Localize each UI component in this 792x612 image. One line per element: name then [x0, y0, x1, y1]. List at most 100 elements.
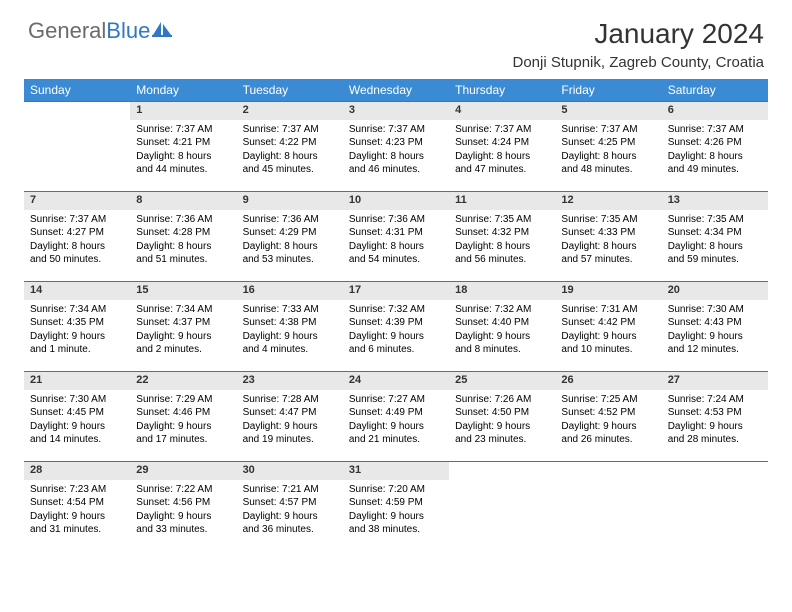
- day-cell: Sunrise: 7:35 AMSunset: 4:33 PMDaylight:…: [555, 210, 661, 282]
- sunset-text: Sunset: 4:33 PM: [561, 226, 655, 240]
- day-cell: Sunrise: 7:20 AMSunset: 4:59 PMDaylight:…: [343, 480, 449, 552]
- sunrise-text: Sunrise: 7:30 AM: [30, 393, 124, 407]
- daylight-text-2: and 44 minutes.: [136, 163, 230, 177]
- day-content-row: Sunrise: 7:23 AMSunset: 4:54 PMDaylight:…: [24, 480, 768, 552]
- day-cell: Sunrise: 7:24 AMSunset: 4:53 PMDaylight:…: [662, 390, 768, 462]
- sunset-text: Sunset: 4:52 PM: [561, 406, 655, 420]
- sunset-text: Sunset: 4:25 PM: [561, 136, 655, 150]
- day-number: 15: [130, 282, 236, 300]
- day-cell: Sunrise: 7:34 AMSunset: 4:37 PMDaylight:…: [130, 300, 236, 372]
- day-cell: Sunrise: 7:31 AMSunset: 4:42 PMDaylight:…: [555, 300, 661, 372]
- sunset-text: Sunset: 4:46 PM: [136, 406, 230, 420]
- sunset-text: Sunset: 4:49 PM: [349, 406, 443, 420]
- daylight-text-1: Daylight: 8 hours: [349, 150, 443, 164]
- daylight-text-1: Daylight: 8 hours: [668, 240, 762, 254]
- sunrise-text: Sunrise: 7:21 AM: [243, 483, 337, 497]
- weekday-header: Wednesday: [343, 79, 449, 102]
- daylight-text-2: and 59 minutes.: [668, 253, 762, 267]
- daylight-text-1: Daylight: 8 hours: [349, 240, 443, 254]
- daylight-text-2: and 10 minutes.: [561, 343, 655, 357]
- sunset-text: Sunset: 4:26 PM: [668, 136, 762, 150]
- sunset-text: Sunset: 4:54 PM: [30, 496, 124, 510]
- logo-text-gray: General: [28, 18, 106, 44]
- sunset-text: Sunset: 4:34 PM: [668, 226, 762, 240]
- sunrise-text: Sunrise: 7:31 AM: [561, 303, 655, 317]
- day-number: 16: [237, 282, 343, 300]
- daylight-text-2: and 46 minutes.: [349, 163, 443, 177]
- daylight-text-1: Daylight: 8 hours: [561, 150, 655, 164]
- day-number-row: 28293031: [24, 462, 768, 480]
- daylight-text-1: Daylight: 9 hours: [668, 330, 762, 344]
- day-cell: Sunrise: 7:34 AMSunset: 4:35 PMDaylight:…: [24, 300, 130, 372]
- calendar-body: 123456Sunrise: 7:37 AMSunset: 4:21 PMDay…: [24, 102, 768, 552]
- day-cell: Sunrise: 7:23 AMSunset: 4:54 PMDaylight:…: [24, 480, 130, 552]
- sunset-text: Sunset: 4:45 PM: [30, 406, 124, 420]
- day-number: [449, 462, 555, 480]
- day-cell: Sunrise: 7:37 AMSunset: 4:27 PMDaylight:…: [24, 210, 130, 282]
- sunset-text: Sunset: 4:32 PM: [455, 226, 549, 240]
- daylight-text-1: Daylight: 9 hours: [30, 330, 124, 344]
- day-number: 23: [237, 372, 343, 390]
- day-cell: Sunrise: 7:30 AMSunset: 4:45 PMDaylight:…: [24, 390, 130, 462]
- sunset-text: Sunset: 4:31 PM: [349, 226, 443, 240]
- sunrise-text: Sunrise: 7:37 AM: [455, 123, 549, 137]
- daylight-text-1: Daylight: 9 hours: [561, 420, 655, 434]
- day-number: 4: [449, 102, 555, 120]
- weekday-header: Tuesday: [237, 79, 343, 102]
- weekday-header: Thursday: [449, 79, 555, 102]
- sunrise-text: Sunrise: 7:34 AM: [30, 303, 124, 317]
- sunrise-text: Sunrise: 7:34 AM: [136, 303, 230, 317]
- sunrise-text: Sunrise: 7:24 AM: [668, 393, 762, 407]
- day-content-row: Sunrise: 7:37 AMSunset: 4:27 PMDaylight:…: [24, 210, 768, 282]
- day-number: 31: [343, 462, 449, 480]
- day-cell: Sunrise: 7:32 AMSunset: 4:39 PMDaylight:…: [343, 300, 449, 372]
- weekday-header: Monday: [130, 79, 236, 102]
- title-block: January 2024 Donji Stupnik, Zagreb Count…: [512, 18, 764, 71]
- day-cell: Sunrise: 7:36 AMSunset: 4:28 PMDaylight:…: [130, 210, 236, 282]
- day-number: 20: [662, 282, 768, 300]
- sunrise-text: Sunrise: 7:25 AM: [561, 393, 655, 407]
- sunset-text: Sunset: 4:59 PM: [349, 496, 443, 510]
- daylight-text-1: Daylight: 9 hours: [455, 420, 549, 434]
- sunrise-text: Sunrise: 7:32 AM: [349, 303, 443, 317]
- daylight-text-1: Daylight: 9 hours: [136, 510, 230, 524]
- day-cell: Sunrise: 7:33 AMSunset: 4:38 PMDaylight:…: [237, 300, 343, 372]
- day-cell: Sunrise: 7:26 AMSunset: 4:50 PMDaylight:…: [449, 390, 555, 462]
- daylight-text-1: Daylight: 9 hours: [455, 330, 549, 344]
- sunset-text: Sunset: 4:35 PM: [30, 316, 124, 330]
- day-number: [555, 462, 661, 480]
- sunset-text: Sunset: 4:24 PM: [455, 136, 549, 150]
- sail-icon: [152, 18, 174, 44]
- sunrise-text: Sunrise: 7:37 AM: [30, 213, 124, 227]
- day-number: 26: [555, 372, 661, 390]
- sunrise-text: Sunrise: 7:27 AM: [349, 393, 443, 407]
- daylight-text-2: and 47 minutes.: [455, 163, 549, 177]
- weekday-header: Saturday: [662, 79, 768, 102]
- day-cell: Sunrise: 7:27 AMSunset: 4:49 PMDaylight:…: [343, 390, 449, 462]
- sunrise-text: Sunrise: 7:33 AM: [243, 303, 337, 317]
- sunset-text: Sunset: 4:42 PM: [561, 316, 655, 330]
- day-cell: Sunrise: 7:36 AMSunset: 4:29 PMDaylight:…: [237, 210, 343, 282]
- sunrise-text: Sunrise: 7:37 AM: [136, 123, 230, 137]
- day-number: 18: [449, 282, 555, 300]
- sunrise-text: Sunrise: 7:36 AM: [349, 213, 443, 227]
- day-number: 10: [343, 192, 449, 210]
- daylight-text-1: Daylight: 8 hours: [136, 240, 230, 254]
- day-cell: Sunrise: 7:36 AMSunset: 4:31 PMDaylight:…: [343, 210, 449, 282]
- daylight-text-2: and 53 minutes.: [243, 253, 337, 267]
- daylight-text-1: Daylight: 9 hours: [30, 420, 124, 434]
- weekday-header-row: Sunday Monday Tuesday Wednesday Thursday…: [24, 79, 768, 102]
- daylight-text-1: Daylight: 8 hours: [136, 150, 230, 164]
- daylight-text-2: and 48 minutes.: [561, 163, 655, 177]
- day-number: 19: [555, 282, 661, 300]
- day-cell: Sunrise: 7:37 AMSunset: 4:25 PMDaylight:…: [555, 120, 661, 192]
- sunset-text: Sunset: 4:53 PM: [668, 406, 762, 420]
- day-number-row: 123456: [24, 102, 768, 120]
- day-content-row: Sunrise: 7:34 AMSunset: 4:35 PMDaylight:…: [24, 300, 768, 372]
- sunset-text: Sunset: 4:23 PM: [349, 136, 443, 150]
- sunset-text: Sunset: 4:47 PM: [243, 406, 337, 420]
- sunrise-text: Sunrise: 7:37 AM: [668, 123, 762, 137]
- day-number-row: 14151617181920: [24, 282, 768, 300]
- page-header: GeneralBlue January 2024 Donji Stupnik, …: [0, 0, 792, 79]
- day-cell: Sunrise: 7:35 AMSunset: 4:34 PMDaylight:…: [662, 210, 768, 282]
